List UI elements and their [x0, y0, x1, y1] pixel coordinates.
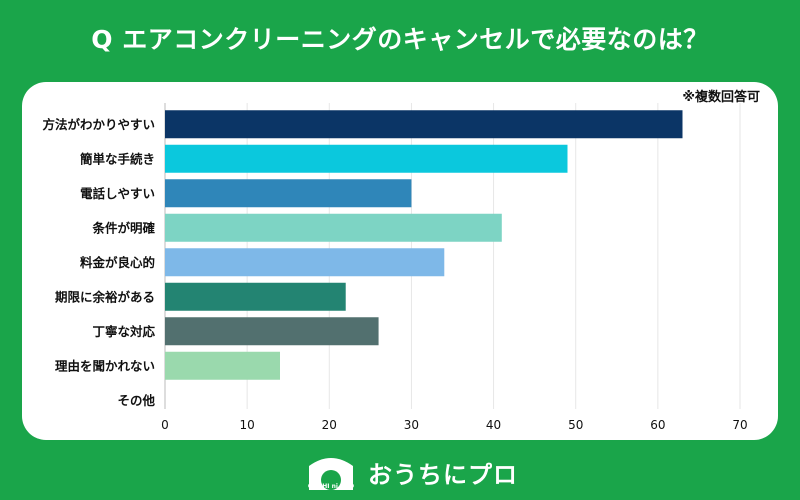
x-tick-label: 60 — [650, 418, 665, 432]
bar-丁寧な対応 — [165, 317, 379, 346]
category-label: 理由を聞かれない — [55, 358, 155, 373]
chart-note: ※複数回答可 — [682, 90, 760, 105]
bar-方法がわかりやすい — [165, 110, 683, 139]
category-label: 電話しやすい — [80, 186, 155, 201]
bar-chart: 方法がわかりやすい簡単な手続き電話しやすい条件が明確料金が良心的期限に余裕がある… — [42, 103, 748, 432]
category-label: 料金が良心的 — [80, 255, 155, 270]
brand-name: おうちにプロ — [368, 460, 518, 489]
bar-電話しやすい — [165, 179, 412, 208]
bar-条件が明確 — [165, 213, 502, 242]
bar-料金が良心的 — [165, 248, 445, 277]
category-label: 丁寧な対応 — [92, 324, 155, 339]
house-logo-icon: OUCHI ni PRO — [308, 458, 354, 490]
bar-理由を聞かれない — [165, 351, 280, 380]
category-label: 簡単な手続き — [80, 151, 155, 166]
x-tick-label: 0 — [161, 418, 169, 432]
category-label: 条件が明確 — [91, 220, 155, 235]
x-tick-label: 70 — [732, 418, 747, 432]
category-label: その他 — [117, 393, 155, 408]
category-label: 方法がわかりやすい — [42, 117, 155, 132]
bar-期限に余裕がある — [165, 282, 346, 311]
category-label: 期限に余裕がある — [55, 289, 155, 304]
brand-footer: OUCHI ni PRO おうちにプロ — [306, 452, 518, 492]
chart-card: 方法がわかりやすい簡単な手続き 電話しやすい条件が明確料金が良心的期限に余裕がある… — [22, 82, 778, 440]
x-tick-label: 50 — [568, 418, 583, 432]
chart-title: Q エアコンクリーニングのキャンセルで必要なのは？ — [91, 25, 709, 54]
x-tick-label: 30 — [404, 418, 419, 432]
x-tick-label: 20 — [322, 418, 337, 432]
logo-text: OUCHI ni PRO — [308, 483, 354, 490]
x-tick-label: 10 — [240, 418, 255, 432]
bar-簡単な手続き — [165, 144, 568, 173]
x-tick-label: 40 — [486, 418, 501, 432]
